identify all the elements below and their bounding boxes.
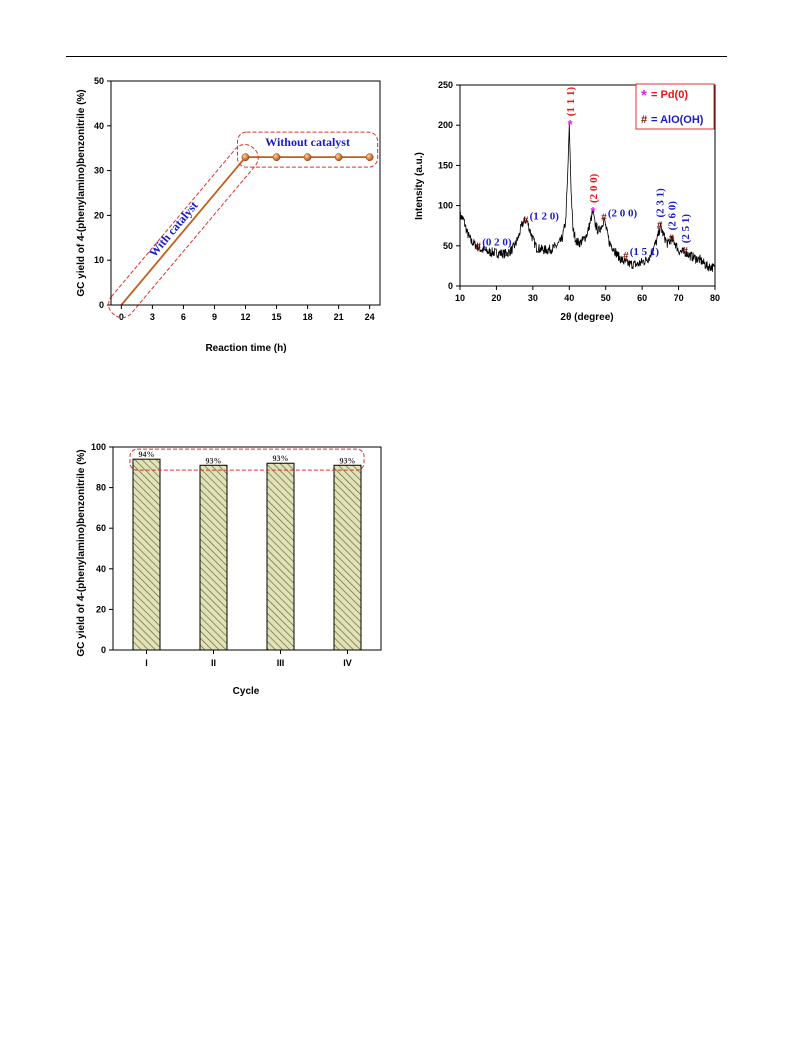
bar-data-label: 93% xyxy=(340,456,356,465)
y-tick-label: 50 xyxy=(443,241,453,251)
bar xyxy=(266,462,295,651)
peak-phase-marker: # xyxy=(475,241,481,252)
peak-phase-marker: # xyxy=(623,251,629,262)
y-tick-label: 20 xyxy=(94,210,104,220)
x-tick-label: 40 xyxy=(564,293,574,303)
peak-phase-marker: # xyxy=(669,233,675,244)
y-tick-label: 20 xyxy=(96,604,106,614)
peak-label: (1 1 1) xyxy=(565,87,577,117)
x-tick-label: 3 xyxy=(150,312,155,322)
peak-label: (2 6 0) xyxy=(666,201,678,231)
without-catalyst-highlight-box xyxy=(237,131,379,168)
y-tick-label: 250 xyxy=(438,80,453,90)
x-tick-label: IV xyxy=(343,658,352,668)
x-axis-title: 2θ (degree) xyxy=(560,312,613,323)
y-tick-label: 40 xyxy=(94,121,104,131)
peak-phase-marker: # xyxy=(523,216,529,227)
x-tick-label: 70 xyxy=(674,293,684,303)
legend-label-pd: = Pd(0) xyxy=(651,89,688,101)
legend-label-aloh: = AlO(OH) xyxy=(651,114,704,126)
peak-label: (2 3 1) xyxy=(655,188,667,218)
x-tick-label: 20 xyxy=(491,293,501,303)
x-tick-label: 80 xyxy=(710,293,720,303)
y-axis-title: GC yield of 4-(phenylamino)benzonitrile … xyxy=(76,89,87,296)
x-tick-label: 30 xyxy=(528,293,538,303)
legend-box xyxy=(635,83,715,130)
plot-frame xyxy=(112,446,382,651)
yield-highlight-box xyxy=(129,448,365,471)
x-tick-label: 21 xyxy=(334,312,344,322)
y-tick-label: 30 xyxy=(94,166,104,176)
plot-frame xyxy=(459,84,716,287)
x-tick-label: 50 xyxy=(601,293,611,303)
bar-data-label: 93% xyxy=(273,454,289,463)
data-point xyxy=(365,153,374,162)
y-tick-label: 200 xyxy=(438,120,453,130)
peak-label: (0 2 0) xyxy=(482,236,512,248)
y-tick-label: 0 xyxy=(99,300,104,310)
legend-symbol-hash: # xyxy=(641,114,647,126)
plot-frame xyxy=(110,80,381,306)
y-tick-label: 50 xyxy=(94,76,104,86)
y-axis-title: GC yield of 4-(phenylamino)benzonitrile … xyxy=(76,449,87,656)
x-tick-label: I xyxy=(145,658,148,668)
header-rule xyxy=(66,56,727,57)
x-axis-title: Cycle xyxy=(233,686,260,697)
bar xyxy=(132,458,161,651)
x-tick-label: 12 xyxy=(240,312,250,322)
y-tick-label: 40 xyxy=(96,564,106,574)
x-tick-label: 15 xyxy=(272,312,282,322)
y-tick-label: 80 xyxy=(96,483,106,493)
y-tick-label: 0 xyxy=(101,645,106,655)
x-tick-label: 0 xyxy=(119,312,124,322)
y-tick-label: 100 xyxy=(438,201,453,211)
peak-label: (1 2 0) xyxy=(530,211,560,223)
peak-phase-marker: * xyxy=(567,117,573,132)
without-catalyst-annotation: Without catalyst xyxy=(265,135,350,149)
x-tick-label: 24 xyxy=(365,312,375,322)
bar-data-label: 94% xyxy=(139,450,155,459)
x-tick-label: 6 xyxy=(181,312,186,322)
x-tick-label: II xyxy=(211,658,216,668)
legend-symbol-star: * xyxy=(641,87,647,104)
peak-label: (2 5 1) xyxy=(680,214,692,244)
peak-label: (2 0 0) xyxy=(588,173,600,203)
data-point xyxy=(303,153,312,162)
y-tick-label: 0 xyxy=(448,281,453,291)
peak-phase-marker: # xyxy=(657,221,663,232)
bar-data-label: 93% xyxy=(206,456,222,465)
xrd-pattern-line xyxy=(459,123,716,272)
peak-phase-marker: # xyxy=(682,246,688,257)
x-tick-label: III xyxy=(277,658,285,668)
with-catalyst-highlight-box xyxy=(108,144,259,319)
legend: * = Pd(0) # = AlO(OH) xyxy=(635,83,715,130)
y-axis-title: Intensity (a.u.) xyxy=(414,152,425,220)
x-axis-title: Reaction time (h) xyxy=(205,343,286,354)
y-tick-label: 60 xyxy=(96,523,106,533)
peak-phase-marker: # xyxy=(601,212,607,223)
peak-phase-marker: * xyxy=(590,204,596,219)
y-tick-label: 150 xyxy=(438,160,453,170)
x-tick-label: 18 xyxy=(303,312,313,322)
series-line-with-catalyst xyxy=(120,156,247,306)
y-tick-label: 10 xyxy=(94,255,104,265)
bar xyxy=(333,464,362,651)
peak-label: (1 5 1) xyxy=(630,246,660,258)
bar xyxy=(199,464,228,651)
x-tick-label: 10 xyxy=(455,293,465,303)
x-tick-label: 60 xyxy=(637,293,647,303)
data-point xyxy=(334,153,343,162)
data-point xyxy=(272,153,281,162)
y-tick-label: 100 xyxy=(91,442,106,452)
data-point xyxy=(241,153,250,162)
x-tick-label: 9 xyxy=(212,312,217,322)
peak-label: (2 0 0) xyxy=(608,207,638,219)
